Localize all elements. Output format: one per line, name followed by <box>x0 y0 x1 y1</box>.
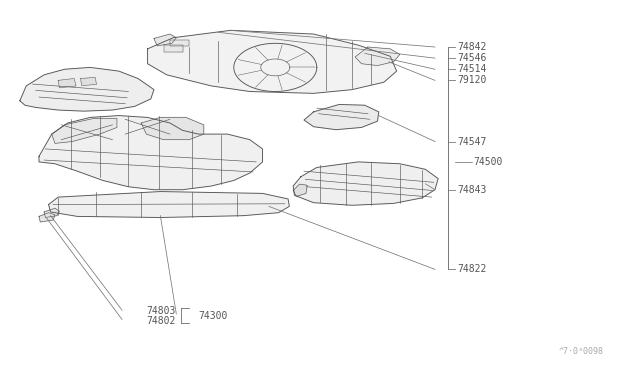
Polygon shape <box>39 213 55 222</box>
Polygon shape <box>293 184 307 196</box>
Text: 74300: 74300 <box>198 311 228 321</box>
Polygon shape <box>141 118 204 140</box>
Text: 74803: 74803 <box>147 306 175 316</box>
Polygon shape <box>81 77 97 86</box>
Polygon shape <box>293 162 438 205</box>
Polygon shape <box>49 192 289 218</box>
Polygon shape <box>148 31 397 93</box>
Polygon shape <box>52 119 117 143</box>
Polygon shape <box>164 45 182 52</box>
Polygon shape <box>44 208 60 218</box>
Text: 74822: 74822 <box>458 264 486 275</box>
Polygon shape <box>154 34 176 46</box>
Polygon shape <box>39 116 262 190</box>
Text: 79120: 79120 <box>458 76 486 86</box>
Text: 74514: 74514 <box>458 64 486 74</box>
Text: 74547: 74547 <box>458 137 486 147</box>
Polygon shape <box>355 47 400 65</box>
Polygon shape <box>58 78 76 88</box>
Text: 74802: 74802 <box>147 316 175 326</box>
Text: 74842: 74842 <box>458 42 486 52</box>
Polygon shape <box>304 105 379 130</box>
Text: 74843: 74843 <box>458 185 486 195</box>
Polygon shape <box>170 39 189 46</box>
Polygon shape <box>20 67 154 111</box>
Text: 74500: 74500 <box>473 157 502 167</box>
Text: ^7·0³0098: ^7·0³0098 <box>559 347 604 356</box>
Text: 74546: 74546 <box>458 53 486 63</box>
